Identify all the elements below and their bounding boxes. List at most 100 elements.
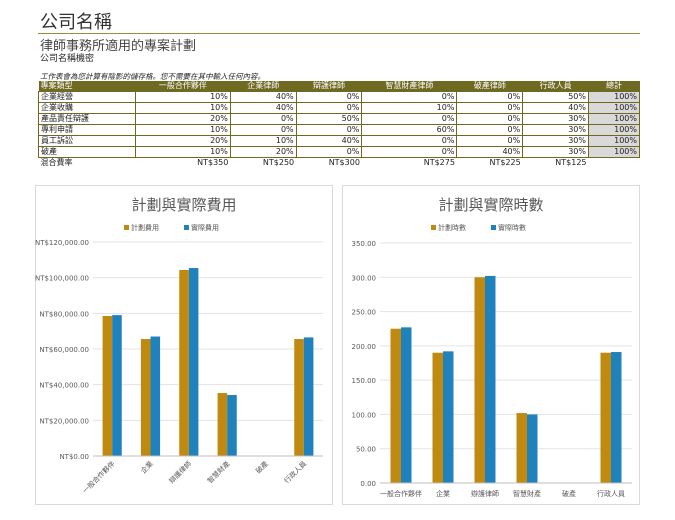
table-cell: 破產 [38,146,136,158]
table-cell: 員工訴訟 [38,135,136,147]
legend-swatch [124,225,129,230]
bar [527,414,538,483]
chart-title: 計劃與實際時數 [438,196,543,214]
table-cell: 專利申請 [38,124,136,136]
table-cell: 0% [295,102,363,114]
table-row: 專利申請 10% 0% 0% 60% 0% 30% 100% [38,124,640,136]
table-cell: 產品責任辯護 [38,113,136,125]
table-cell: 30% [522,135,589,147]
note: 工作表會為您計算有陰影的儲存格。您不需要在其中輸入任何內容。 [40,72,265,81]
table-cell: 混合費率 [40,158,73,167]
y-tick-label: NT$20,000.00 [39,417,89,425]
table-cell: 0% [361,113,458,125]
table-cell: 60% [361,124,458,136]
table-cell: 0% [456,135,524,147]
table-cell: 100% [588,91,640,103]
x-tick-label: 破產 [562,489,576,498]
table-cell: 智慧財產律師 [361,81,457,92]
x-tick-label: 行政人員 [597,489,625,498]
y-tick-label: NT$0.00 [59,453,89,461]
table-cell: 10% [134,102,231,114]
bar [443,351,454,483]
bar [188,268,199,456]
bar [401,327,412,483]
table-cell: 50% [522,91,589,103]
table-cell: 0% [295,146,363,158]
table-cell: 0% [456,113,524,125]
rule [38,33,640,34]
table-cell: 10% [229,135,297,147]
table-cell: NT$125 [555,158,587,167]
table-cell: 50% [295,113,363,125]
table-cell: 企業收購 [38,102,136,114]
table-cell: 10% [134,146,231,158]
table-cell: 10% [134,124,231,136]
title: 公司名稱 [40,12,112,33]
table-cell: 專案類型 [38,81,136,92]
table-cell: 100% [588,135,640,147]
subtitle: 律師事務所適用的專案計劃 [40,39,197,54]
bar [294,339,304,456]
table-cell: 10% [134,91,231,103]
table-cell: 10% [361,102,458,114]
y-tick-label: 0.00 [360,480,376,488]
bar [217,393,228,456]
table-row: 混合費率 NT$350 NT$250 NT$300 NT$275 NT$225 NT$125 [39,158,640,169]
bar [140,339,151,456]
table-cell: NT$350 [197,158,229,167]
legend-label: 計劃費用 [131,223,159,232]
table-row: 產品責任辯護 20% 0% 50% 0% 0% 30% 100% [38,113,640,125]
y-tick-label: 100.00 [352,411,377,419]
table-cell: 30% [522,113,589,125]
bar [516,413,527,483]
confidential: 公司名稱機密 [40,54,95,64]
x-tick-label: 辯護律師 [471,489,499,498]
legend-label: 實際費用 [191,223,219,232]
table-cell: 0% [456,102,524,114]
legend-swatch [184,225,189,230]
table-cell: 一般合作夥伴 [135,81,231,92]
table-cell: 0% [229,113,297,125]
table-cell: 100% [588,146,640,158]
table-cell: NT$250 [262,158,295,167]
table-cell: NT$300 [328,158,360,167]
y-tick-label: 300.00 [352,274,377,282]
table-row: 破產 10% 20% 0% 0% 40% 30% 100% [38,146,640,158]
table-cell: 0% [361,135,458,147]
table-row: 專案類型 一般合作夥伴 企業律師 辯護律師 智慧財產律師 破產律師 行政人員 總計 [38,81,640,92]
table-cell: 20% [134,113,231,125]
legend-swatch [431,225,436,230]
table-cell: 0% [456,124,524,136]
table-cell: 行政人員 [522,81,589,92]
x-tick-label: 智慧財產 [513,489,541,498]
x-tick-label: 企業 [436,489,450,498]
table-cell: 40% [229,102,297,114]
table-cell: 100% [588,124,640,136]
y-tick-label: 150.00 [352,377,377,385]
table-cell: NT$225 [489,158,521,167]
bar [390,328,401,483]
table-cell: 0% [456,91,524,103]
bar [600,352,611,483]
chart: 計劃與實際時數 0.00 50.00 100.00 150.00 200.00 250.00… [342,185,640,505]
y-tick-label: 350.00 [352,240,377,248]
table-cell: 企業經營 [38,91,136,103]
bar [611,352,622,483]
y-tick-label: NT$80,000.00 [39,310,89,318]
table-cell: 100% [588,102,640,114]
table-cell: 破產律師 [456,81,523,92]
y-tick-label: 200.00 [352,343,377,351]
bar [112,315,122,456]
table-cell: NT$275 [423,158,455,167]
table-cell: 0% [361,146,458,158]
table-cell: 20% [134,135,231,147]
table-cell: 40% [522,102,589,114]
legend-swatch [491,225,496,230]
table-cell: 0% [295,91,363,103]
bar [474,277,485,483]
bar [227,395,237,456]
table-cell: 40% [295,135,363,147]
table-row: 企業收購 10% 40% 0% 10% 0% 40% 100% [38,102,640,114]
table-cell: 0% [361,91,458,103]
